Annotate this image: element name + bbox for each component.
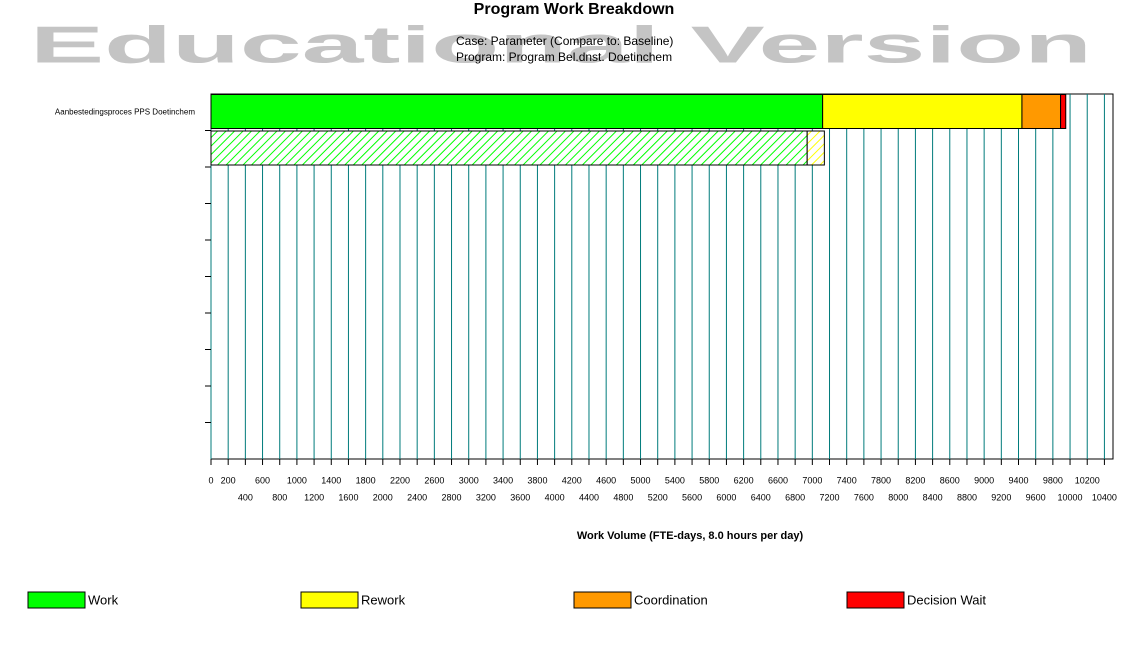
x-tick-label: 6600: [768, 475, 788, 485]
x-tick-label: 8400: [923, 492, 943, 502]
x-tick-label: 4800: [613, 492, 633, 502]
x-tick-label: 4200: [562, 475, 582, 485]
x-tick-label: 2800: [442, 492, 462, 502]
x-tick-label: 4600: [596, 475, 616, 485]
x-axis-label: Work Volume (FTE-days, 8.0 hours per day…: [577, 530, 804, 542]
watermark: Educational Version: [30, 17, 1092, 75]
x-tick-label: 1200: [304, 492, 324, 502]
x-tick-label: 400: [238, 492, 253, 502]
legend-label: Coordination: [634, 592, 708, 607]
x-tick-label: 9600: [1026, 492, 1046, 502]
x-tick-label: 3400: [493, 475, 513, 485]
x-tick-label: 2000: [373, 492, 393, 502]
bar-segment: [1060, 94, 1067, 129]
x-tick-label: 4000: [545, 492, 565, 502]
bar-segment: [822, 94, 1023, 129]
x-tick-label: 6800: [785, 492, 805, 502]
chart-title: Program Work Breakdown: [474, 1, 675, 18]
x-tick-label: 3000: [459, 475, 479, 485]
x-tick-label: 2400: [407, 492, 427, 502]
legend-swatch: [27, 591, 86, 609]
subtitle: Program: Program Bel.dnst. Doetinchem: [456, 50, 672, 64]
x-tick-label: 5200: [648, 492, 668, 502]
x-tick-label: 10400: [1092, 492, 1117, 502]
x-tick-label: 10000: [1058, 492, 1083, 502]
x-tick-label: 8800: [957, 492, 977, 502]
baseline-bar-segment: [210, 130, 808, 166]
x-tick-label: 6000: [716, 492, 736, 502]
x-tick-label: 5400: [665, 475, 685, 485]
x-tick-label: 9400: [1008, 475, 1028, 485]
x-tick-label: 2600: [424, 475, 444, 485]
x-tick-label: 10200: [1075, 475, 1100, 485]
x-tick-label: 9200: [991, 492, 1011, 502]
x-tick-label: 5800: [699, 475, 719, 485]
bar-segment: [1021, 94, 1062, 129]
x-tick-label: 7400: [837, 475, 857, 485]
x-tick-label: 7800: [871, 475, 891, 485]
x-tick-label: 7600: [854, 492, 874, 502]
x-tick-label: 1000: [287, 475, 307, 485]
x-tick-label: 6200: [734, 475, 754, 485]
x-tick-label: 8000: [888, 492, 908, 502]
x-tick-label: 3200: [476, 492, 496, 502]
legend-swatch: [846, 591, 905, 609]
x-tick-label: 1400: [321, 475, 341, 485]
x-tick-label: 3600: [510, 492, 530, 502]
x-tick-label: 6400: [751, 492, 771, 502]
legend-swatch: [300, 591, 359, 609]
x-tick-label: 7000: [802, 475, 822, 485]
category-label: Aanbestedingsproces PPS Doetinchem: [55, 107, 195, 116]
x-tick-label: 5600: [682, 492, 702, 502]
x-tick-label: 1800: [356, 475, 376, 485]
x-tick-label: 1600: [338, 492, 358, 502]
legend-label: Rework: [361, 592, 406, 607]
subtitle: Case: Parameter (Compare to: Baseline): [456, 34, 673, 48]
x-tick-label: 200: [221, 475, 236, 485]
x-tick-label: 600: [255, 475, 270, 485]
x-tick-label: 9000: [974, 475, 994, 485]
bar-segment: [210, 94, 824, 129]
legend-label: Work: [88, 592, 119, 607]
x-tick-label: 7200: [819, 492, 839, 502]
x-tick-label: 9800: [1043, 475, 1063, 485]
x-tick-label: 8200: [905, 475, 925, 485]
x-tick-label: 800: [272, 492, 287, 502]
x-tick-label: 3800: [527, 475, 547, 485]
x-tick-label: 0: [208, 475, 213, 485]
baseline-bar-segment: [806, 130, 825, 166]
x-tick-label: 2200: [390, 475, 410, 485]
x-tick-label: 8600: [940, 475, 960, 485]
x-tick-label: 5000: [631, 475, 651, 485]
legend-label: Decision Wait: [907, 592, 986, 607]
legend-swatch: [573, 591, 632, 609]
x-tick-label: 4400: [579, 492, 599, 502]
